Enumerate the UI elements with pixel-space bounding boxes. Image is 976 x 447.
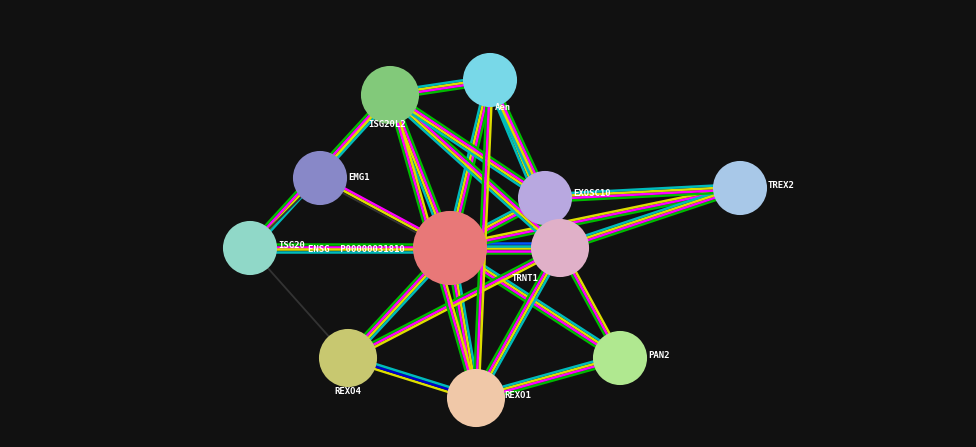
Circle shape: [714, 162, 766, 214]
Text: TRNT1: TRNT1: [511, 274, 539, 283]
Text: REXO1: REXO1: [504, 392, 531, 401]
Circle shape: [414, 212, 486, 284]
Circle shape: [594, 332, 646, 384]
Circle shape: [320, 330, 376, 386]
Text: ISG20L2: ISG20L2: [368, 120, 406, 129]
Text: ISG20: ISG20: [278, 241, 305, 250]
Text: REXO4: REXO4: [335, 387, 361, 396]
Text: EMG1: EMG1: [348, 173, 370, 182]
Circle shape: [362, 67, 418, 123]
Text: PAN2: PAN2: [648, 351, 670, 360]
Text: EXOSC10: EXOSC10: [573, 189, 611, 198]
Circle shape: [464, 54, 516, 106]
Text: TREX2: TREX2: [768, 181, 794, 190]
Text: ENSG  P00000031810: ENSG P00000031810: [308, 245, 405, 254]
Circle shape: [224, 222, 276, 274]
Circle shape: [294, 152, 346, 204]
Text: Aen: Aen: [495, 103, 511, 112]
Circle shape: [532, 220, 588, 276]
Circle shape: [448, 370, 504, 426]
Circle shape: [519, 172, 571, 224]
